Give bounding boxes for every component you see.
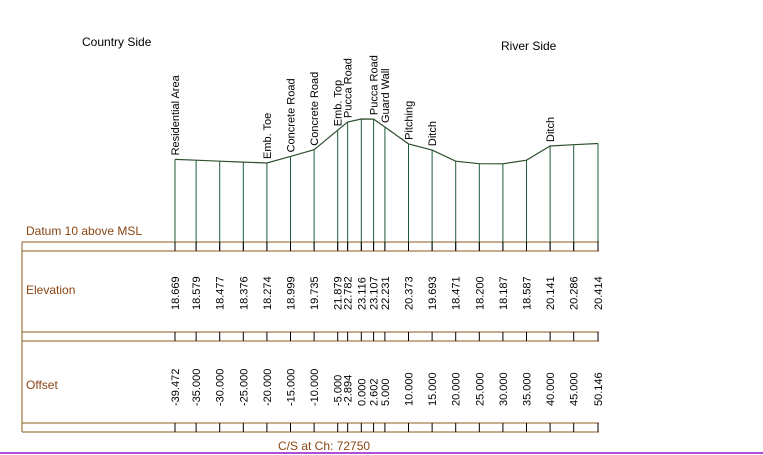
offset-value: -25.000 bbox=[238, 369, 250, 406]
elevation-value: 18.471 bbox=[451, 276, 463, 310]
elevation-value: 18.274 bbox=[262, 276, 274, 310]
offset-value: -15.000 bbox=[286, 369, 298, 406]
offset-value: 45.000 bbox=[569, 372, 581, 406]
station-lines bbox=[174, 118, 599, 251]
feature-labels: Residential Area Emb. Toe Concrete Road Con… bbox=[170, 55, 557, 159]
elevation-value: 18.669 bbox=[170, 276, 182, 310]
table-ticks bbox=[174, 242, 599, 432]
offset-value: -5.000 bbox=[333, 375, 345, 406]
offset-value: -35.000 bbox=[191, 369, 203, 406]
elevation-values: 18.669 18.579 18.477 18.376 18.274 18.999 19.7… bbox=[170, 276, 605, 310]
feature-label: Pucca Road bbox=[343, 58, 355, 118]
offset-value: 20.000 bbox=[451, 372, 463, 406]
offset-value: 50.146 bbox=[593, 372, 605, 406]
ground-profile-line bbox=[174, 118, 599, 165]
elevation-value: 20.414 bbox=[593, 276, 605, 310]
elevation-value: 18.200 bbox=[474, 276, 486, 310]
feature-label: Emb. Toe bbox=[262, 113, 274, 159]
offset-value: 25.000 bbox=[474, 372, 486, 406]
offset-value: 2.602 bbox=[369, 378, 381, 406]
offset-value: 10.000 bbox=[404, 372, 416, 406]
elevation-value: 18.999 bbox=[286, 276, 298, 310]
elevation-row-label: Elevation bbox=[26, 283, 75, 297]
feature-label: Guard Wall bbox=[380, 68, 392, 123]
elevation-value: 23.107 bbox=[369, 276, 381, 310]
offset-value: -10.000 bbox=[309, 369, 321, 406]
feature-label: Concrete Road bbox=[286, 78, 298, 152]
elevation-value: 20.141 bbox=[545, 276, 557, 310]
elevation-value: 18.187 bbox=[498, 276, 510, 310]
offset-value: 5.000 bbox=[380, 378, 392, 406]
elevation-value: 18.579 bbox=[191, 276, 203, 310]
offset-value: -30.000 bbox=[215, 369, 227, 406]
elevation-value: 18.587 bbox=[522, 276, 534, 310]
offset-value: -2.894 bbox=[343, 375, 355, 406]
offset-values: -39.472 -35.000 -30.000 -25.000 -20.000 -15.0… bbox=[170, 369, 605, 406]
elevation-value: 19.735 bbox=[309, 276, 321, 310]
elevation-value: 18.376 bbox=[238, 276, 250, 310]
elevation-value: 20.373 bbox=[404, 276, 416, 310]
feature-label: Residential Area bbox=[170, 74, 182, 155]
elevation-value: 21.879 bbox=[333, 276, 345, 310]
elevation-value: 18.477 bbox=[215, 276, 227, 310]
offset-value: 35.000 bbox=[522, 372, 534, 406]
river-side-label: River Side bbox=[501, 39, 557, 53]
offset-row-label: Offset bbox=[26, 378, 58, 392]
elevation-value: 22.231 bbox=[380, 276, 392, 310]
datum-label: Datum 10 above MSL bbox=[26, 224, 142, 238]
feature-label: Ditch bbox=[545, 117, 557, 142]
elevation-value: 20.286 bbox=[569, 276, 581, 310]
offset-value: -39.472 bbox=[170, 369, 182, 406]
offset-value: 30.000 bbox=[498, 372, 510, 406]
offset-value: -20.000 bbox=[262, 369, 274, 406]
offset-value: 40.000 bbox=[545, 372, 557, 406]
feature-label: Concrete Road bbox=[309, 72, 321, 146]
offset-value: 0.000 bbox=[356, 378, 368, 406]
section-caption: C/S at Ch: 72750 bbox=[278, 439, 370, 453]
country-side-label: Country Side bbox=[82, 35, 152, 49]
elevation-value: 19.693 bbox=[427, 276, 439, 310]
feature-label: Ditch bbox=[427, 121, 439, 146]
feature-label: Pucca Road bbox=[369, 55, 381, 115]
elevation-value: 22.782 bbox=[343, 276, 355, 310]
offset-value: 15.000 bbox=[427, 372, 439, 406]
feature-label: Pitching bbox=[404, 101, 416, 140]
elevation-value: 23.116 bbox=[356, 277, 368, 310]
feature-label: Emb. Top bbox=[333, 80, 345, 126]
